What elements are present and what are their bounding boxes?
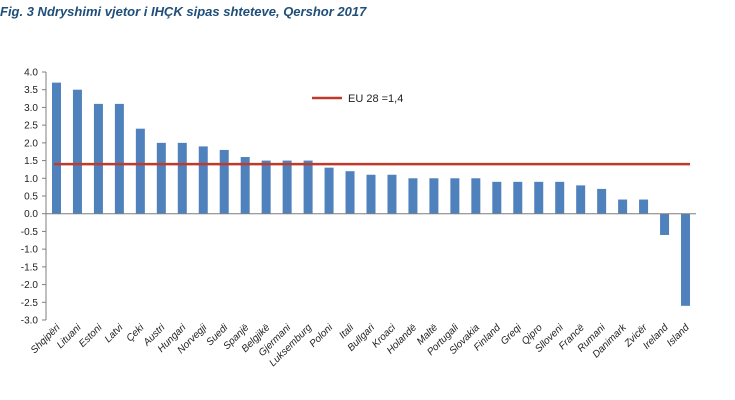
bar — [639, 199, 649, 214]
bar — [387, 174, 397, 214]
bar — [450, 178, 460, 214]
bar — [198, 146, 208, 214]
x-tick-label: Island — [665, 322, 692, 349]
bar — [345, 171, 355, 214]
y-tick-label: 0.0 — [24, 209, 38, 220]
bar — [135, 128, 145, 214]
bar — [576, 185, 586, 214]
bar — [513, 181, 523, 214]
y-tick-label: -1.0 — [21, 245, 39, 256]
y-tick-label: 1.0 — [24, 174, 38, 185]
bar — [324, 167, 334, 214]
y-tick-label: 1.5 — [24, 156, 38, 167]
bar — [114, 103, 124, 214]
y-tick-label: -0.5 — [21, 227, 39, 238]
y-tick-label: -2.5 — [21, 298, 39, 309]
x-tick-label: Latvi — [103, 322, 126, 345]
bar — [597, 188, 607, 214]
bar — [471, 178, 481, 214]
bar — [72, 89, 82, 214]
bar — [408, 178, 418, 214]
bar — [429, 178, 439, 214]
legend-label: EU 28 =1,4 — [348, 93, 403, 105]
bar — [555, 181, 565, 214]
bar — [366, 174, 376, 214]
bar — [240, 157, 250, 214]
x-tick-label: Poloni — [308, 322, 336, 350]
bar — [219, 149, 229, 214]
y-tick-label: -3.0 — [21, 316, 39, 327]
bar — [93, 103, 103, 214]
bar — [660, 213, 670, 235]
y-tick-label: 2.5 — [24, 121, 38, 132]
x-tick-label: Greqi — [499, 322, 525, 348]
bar — [261, 160, 271, 214]
x-tick-label: Estoni — [77, 322, 105, 350]
y-tick-label: 3.5 — [24, 85, 38, 96]
bar — [492, 181, 502, 214]
y-tick-label: 3.0 — [24, 103, 38, 114]
bar — [282, 160, 292, 214]
y-tick-label: 2.0 — [24, 138, 38, 149]
bar — [534, 181, 544, 214]
y-tick-label: 0.5 — [24, 192, 38, 203]
bar — [618, 199, 628, 214]
figure-title: Fig. 3 Ndryshimi vjetor i IHÇK sipas sht… — [0, 4, 367, 19]
bar — [681, 213, 691, 306]
bar — [303, 160, 313, 214]
plot-area: 4.0 3.5 3.0 2.5 2.0 1.5 1.0 0.5 0.0 -0.5 -1.0 -1.5 -… — [21, 68, 696, 369]
y-tick-label: -1.5 — [21, 262, 39, 273]
x-tick-label: Lituani — [55, 322, 84, 351]
y-tick-label: -2.0 — [21, 280, 39, 291]
bar — [177, 142, 187, 214]
bar — [156, 142, 166, 214]
y-tick-label: 4.0 — [24, 68, 38, 79]
bar — [51, 82, 61, 214]
